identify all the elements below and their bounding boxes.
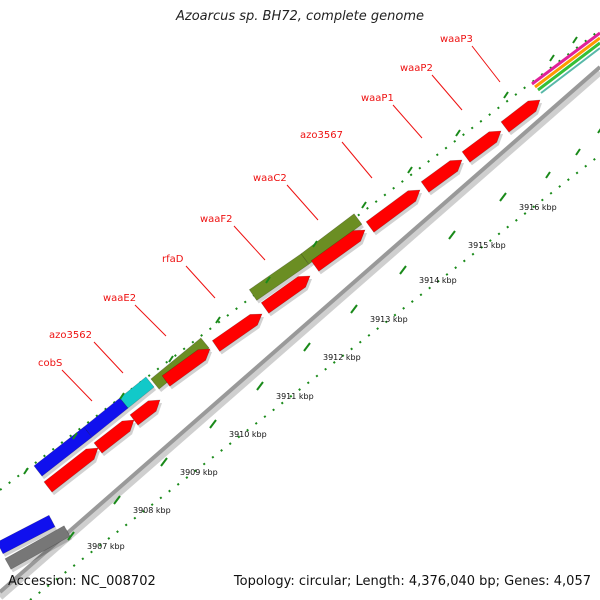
scale-tick-label: 3909 kbp — [180, 468, 218, 477]
scale-tick-mark — [256, 381, 264, 391]
gene-label[interactable]: cobS — [38, 358, 62, 369]
scale-tick-mark — [303, 342, 311, 352]
minor-tick-mark — [549, 54, 555, 62]
gene-label-leader — [286, 184, 319, 221]
gene-label-leader — [93, 341, 124, 374]
gene-red-4[interactable] — [161, 348, 211, 387]
scale-tick-label: 3914 kbp — [419, 276, 457, 285]
gene-red-5[interactable] — [260, 275, 311, 314]
minor-tick-mark — [572, 36, 578, 44]
scale-tick-label: 3908 kbp — [133, 506, 171, 515]
gene-azo3562[interactable] — [119, 376, 155, 409]
green-feature — [537, 41, 600, 92]
scale-tick-mark — [448, 230, 456, 240]
magenta-feature — [531, 31, 600, 86]
scale-tick-mark — [209, 419, 217, 429]
minor-tick-mark — [168, 355, 174, 363]
scale-tick-label: 3916 kbp — [519, 203, 557, 212]
backbone-shadow — [0, 69, 600, 600]
scale-tick-label: 3910 kbp — [229, 430, 267, 439]
gene-rfaD[interactable] — [211, 313, 263, 352]
gene-label-leader — [471, 45, 501, 83]
minor-tick-mark — [265, 276, 271, 284]
lower-dotted-track — [29, 154, 600, 600]
gene-red-3[interactable] — [129, 399, 161, 426]
gene-label[interactable]: waaF2 — [200, 214, 233, 225]
gene-waaP1[interactable] — [420, 159, 463, 193]
minor-tick-mark — [597, 128, 600, 134]
gene-label[interactable]: waaP1 — [361, 93, 394, 104]
gene-labels: cobS azo3562 waaE2 rfaD waaF2 waaC2 azo3567 waa… — [38, 34, 501, 402]
gene-label-leader — [392, 104, 423, 139]
scale-tick-label: 3912 kbp — [323, 353, 361, 362]
topology-text: Topology: circular; Length: 4,376,040 bp… — [233, 574, 591, 589]
gene-label-leader — [185, 265, 216, 299]
minor-tick-mark — [72, 432, 78, 440]
minor-tick-mark — [575, 148, 581, 156]
scale-tick-mark — [160, 457, 168, 467]
scale-tick-mark — [113, 495, 121, 505]
teal-feature — [540, 47, 600, 94]
gene-label-leader — [431, 74, 463, 111]
scale-ticks: 3907 kbp 3908 kbp 3909 kbp 3910 kbp 3911 kbp… — [23, 36, 600, 551]
scale-tick-label: 3915 kbp — [468, 241, 506, 250]
scale-tick-label: 3913 kbp — [370, 315, 408, 324]
gene-label[interactable]: azo3567 — [300, 130, 343, 141]
scale-tick-label: 3911 kbp — [276, 392, 314, 401]
minor-tick-mark — [545, 171, 551, 179]
scale-tick-mark — [67, 531, 75, 541]
gene-waaP2[interactable] — [461, 130, 502, 163]
gene-label-leader — [341, 141, 373, 179]
minor-tick-mark — [503, 91, 509, 99]
gene-label[interactable]: waaC2 — [253, 173, 287, 184]
gene-label[interactable]: waaP3 — [440, 34, 473, 45]
minor-tick-mark — [23, 467, 29, 475]
gene-label[interactable]: waaE2 — [103, 293, 136, 304]
scale-tick-mark — [350, 304, 358, 314]
gene-track — [0, 99, 542, 573]
gene-label[interactable]: rfaD — [162, 254, 184, 265]
gene-red-6[interactable] — [310, 229, 366, 272]
accession-text: Accession: NC_008702 — [8, 574, 156, 589]
gene-red-2[interactable] — [93, 419, 135, 454]
scale-tick-mark — [399, 265, 407, 275]
scale-tick-label: 3907 kbp — [87, 542, 125, 551]
gene-label-leader — [233, 225, 266, 261]
genome-backbone — [0, 65, 600, 600]
overlap-features — [531, 31, 600, 94]
minor-tick-mark — [312, 240, 318, 248]
minor-tick-mark — [455, 129, 461, 137]
map-title: Azoarcus sp. BH72, complete genome — [175, 9, 425, 24]
gene-azo3567[interactable] — [365, 189, 421, 233]
backbone-line — [0, 65, 600, 594]
gene-label-leader — [61, 369, 93, 402]
scale-tick-mark — [499, 192, 507, 202]
minor-tick-mark — [407, 166, 413, 174]
gene-red-1[interactable] — [43, 447, 99, 493]
gene-label[interactable]: waaP2 — [400, 63, 433, 74]
minor-tick-mark — [215, 316, 221, 324]
gene-label-leader — [134, 304, 167, 337]
minor-tick-mark — [119, 392, 125, 400]
gene-gray-lower[interactable] — [4, 525, 71, 570]
gene-blue-lower[interactable] — [0, 514, 56, 555]
gene-waaP3[interactable] — [500, 99, 541, 133]
minor-tick-mark — [361, 201, 367, 209]
orange-feature — [534, 36, 600, 89]
gene-label[interactable]: azo3562 — [49, 330, 92, 341]
